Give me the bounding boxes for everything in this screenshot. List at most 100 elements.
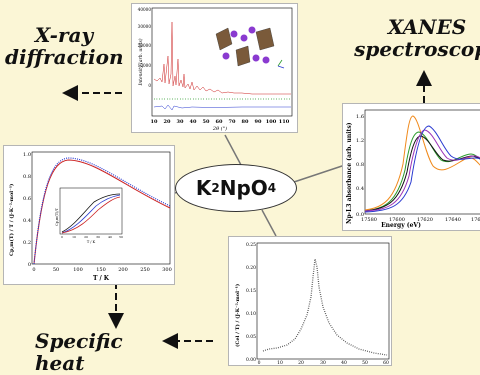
xrd-xtick: 60 bbox=[216, 119, 223, 125]
cp-xticks: 0 50 100 150 200 250 300 bbox=[32, 267, 171, 273]
cp-inset-xlabel: T / K bbox=[87, 240, 96, 244]
cel-xtick: 0 bbox=[258, 360, 261, 365]
xanes-blue-curve bbox=[364, 125, 480, 213]
cel-plot: (Cel / T) / (J·K⁻²·mol⁻¹) 0.00 0.05 0.10… bbox=[234, 242, 390, 366]
xanes-orange-curve bbox=[364, 115, 480, 211]
cp-inset-xtick: 0 bbox=[61, 235, 63, 239]
cp-inset-curve-black bbox=[61, 193, 121, 233]
cp-yticks: 0 0.2 0.4 0.6 0.8 1.0 bbox=[23, 152, 31, 268]
cp-ytick: 0.6 bbox=[23, 196, 31, 202]
xrd-yticks: 0 10000 20000 30000 40000 bbox=[138, 7, 152, 88]
xanes-plot: Np-L3 absorbance (arb. units) 0.0 0.4 0.… bbox=[346, 109, 480, 229]
xanes-ytick: 0.8 bbox=[356, 162, 364, 168]
xrd-ytick: 20000 bbox=[138, 43, 152, 48]
cp-inset-curve-blue bbox=[61, 194, 121, 234]
cel-ytick: 0.05 bbox=[246, 334, 256, 340]
cp-xtick: 250 bbox=[140, 267, 150, 273]
cp-xtick: 300 bbox=[162, 267, 172, 273]
xrd-ytick: 0 bbox=[148, 83, 151, 88]
cp-panel: Cp,m(T) / T / (J·K⁻²·mol⁻¹) 0 0.2 0.4 0.… bbox=[3, 145, 175, 285]
cel-ytick: 0.00 bbox=[246, 357, 256, 363]
xrd-xtick: 20 bbox=[164, 119, 171, 125]
cel-ylabel: (Cel / T) / (J·K⁻²·mol⁻¹) bbox=[234, 284, 241, 347]
xanes-xtick: 17620 bbox=[417, 217, 433, 223]
cp-xlabel: T / K bbox=[93, 275, 110, 282]
cp-xtick: 100 bbox=[73, 267, 83, 273]
xrd-label-line2: diffraction bbox=[5, 45, 124, 69]
cel-xtick: 50 bbox=[362, 360, 368, 365]
cel-panel: (Cel / T) / (J·K⁻²·mol⁻¹) 0.00 0.05 0.10… bbox=[228, 236, 392, 366]
xanes-label: XANES spectroscopy bbox=[352, 16, 480, 60]
xanes-black-curve bbox=[364, 135, 480, 212]
cel-ytick: 0.25 bbox=[246, 242, 256, 248]
xrd-pattern bbox=[153, 21, 291, 95]
cp-xtick: 50 bbox=[53, 267, 59, 273]
xanes-green-curve bbox=[364, 131, 480, 212]
xanes-label-line1: XANES bbox=[387, 15, 467, 39]
xrd-xtick: 100 bbox=[266, 119, 277, 125]
xrd-xtick: 80 bbox=[242, 119, 249, 125]
xrd-xtick: 110 bbox=[279, 119, 290, 125]
cp-inset-curve-red bbox=[61, 196, 121, 234]
xanes-yticks: 0.0 0.4 0.8 1.2 1.6 bbox=[356, 114, 364, 218]
xrd-ytick: 30000 bbox=[138, 24, 152, 29]
cp-inset-xticks: 0 10 20 30 40 50 bbox=[61, 235, 123, 239]
xrd-ytick: 40000 bbox=[138, 7, 152, 12]
cp-data-curve bbox=[33, 157, 171, 265]
xrd-xtick: 90 bbox=[255, 119, 262, 125]
formula-npo: NpO bbox=[219, 176, 268, 200]
cp-ytick: 1.0 bbox=[23, 152, 31, 158]
xrd-xtick: 10 bbox=[151, 119, 158, 125]
xrd-difference bbox=[153, 104, 291, 111]
formula-sub2: 2 bbox=[211, 181, 220, 195]
cp-xtick: 0 bbox=[32, 267, 35, 273]
formula-k: K bbox=[195, 176, 212, 200]
cel-ytick: 0.20 bbox=[246, 265, 256, 271]
cel-curve bbox=[262, 258, 388, 356]
xanes-ylabel: Np-L3 absorbance (arb. units) bbox=[346, 122, 353, 224]
connector-xanes bbox=[293, 164, 346, 183]
xrd-ytick: 10000 bbox=[138, 63, 152, 68]
xrd-xtick: 40 bbox=[190, 119, 197, 125]
cp-xtick: 200 bbox=[118, 267, 128, 273]
cel-xtick: 60 bbox=[383, 360, 389, 365]
xrd-xtick: 70 bbox=[229, 119, 236, 125]
xrd-xtick: 50 bbox=[203, 119, 210, 125]
xanes-xtick: 17660 bbox=[471, 217, 480, 223]
xrd-xtick: 30 bbox=[177, 119, 184, 125]
xanes-ytick: 0.4 bbox=[356, 186, 364, 192]
cp-ytick: 0.2 bbox=[23, 240, 31, 246]
xanes-ytick: 1.6 bbox=[356, 114, 364, 120]
cp-fit-curve bbox=[33, 159, 171, 265]
cp-ytick: 0.4 bbox=[23, 218, 31, 224]
xanes-xticks: 17580 17600 17620 17640 17660 bbox=[361, 217, 480, 223]
xrd-label: X-ray diffraction bbox=[5, 24, 124, 69]
xanes-xtick: 17600 bbox=[389, 217, 405, 223]
xanes-xtick: 17640 bbox=[445, 217, 461, 223]
cel-yticks: 0.00 0.05 0.10 0.15 0.20 0.25 bbox=[246, 242, 256, 363]
cp-ytick: 0 bbox=[28, 262, 31, 268]
cp-inset-xtick: 30 bbox=[96, 235, 100, 239]
cel-xtick: 20 bbox=[298, 360, 304, 365]
cel-xticks: 0 10 20 30 40 50 60 bbox=[258, 360, 389, 366]
xanes-xtick: 17580 bbox=[361, 217, 377, 223]
cp-inset-xtick: 10 bbox=[72, 235, 76, 239]
cp-inset: Cp,m(T)/T 0 10 20 30 40 50 T / K bbox=[55, 187, 123, 244]
xrd-plot: Intensity (arb. units) 0 10000 20000 300… bbox=[137, 7, 293, 132]
specific-heat-label: Specific heat bbox=[35, 329, 123, 375]
xanes-purple-curve bbox=[364, 129, 480, 212]
cp-ylabel: Cp,m(T) / T / (J·K⁻²·mol⁻¹) bbox=[8, 184, 15, 256]
cp-inset-xtick: 20 bbox=[84, 235, 88, 239]
xrd-ylabel: Intensity (arb. units) bbox=[137, 38, 144, 86]
xrd-xticks: 10 20 30 40 50 60 70 80 90 100 110 bbox=[151, 119, 290, 125]
xrd-panel: Intensity (arb. units) 0 10000 20000 300… bbox=[131, 3, 298, 133]
connector-xrd bbox=[224, 134, 242, 166]
cp-inset-xtick: 40 bbox=[108, 235, 112, 239]
xanes-label-line2: spectroscopy bbox=[354, 37, 480, 61]
compound-formula: K 2 NpO 4 bbox=[175, 164, 297, 212]
cp-plot: Cp,m(T) / T / (J·K⁻²·mol⁻¹) 0 0.2 0.4 0.… bbox=[8, 151, 172, 282]
xanes-xlabel: Energy (eV) bbox=[381, 222, 421, 229]
formula-sub4: 4 bbox=[267, 181, 277, 195]
xanes-ytick: 0.0 bbox=[356, 212, 364, 218]
connector-cel bbox=[261, 209, 277, 237]
